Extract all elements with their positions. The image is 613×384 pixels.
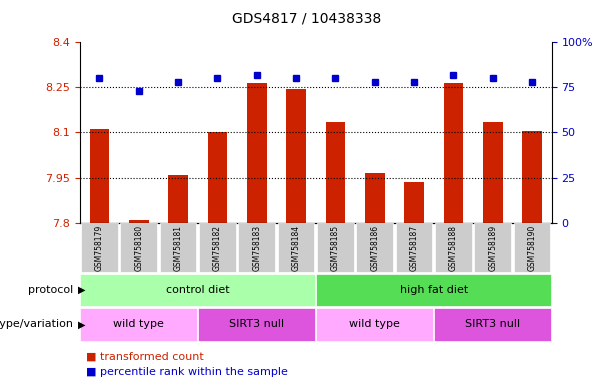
Text: wild type: wild type bbox=[349, 319, 400, 329]
Text: ▶: ▶ bbox=[78, 285, 85, 295]
Text: GSM758190: GSM758190 bbox=[528, 225, 536, 271]
Bar bbox=[89, 129, 109, 223]
Bar bbox=[483, 122, 503, 223]
Text: genotype/variation: genotype/variation bbox=[0, 319, 74, 329]
Text: protocol: protocol bbox=[28, 285, 74, 295]
Text: GSM758186: GSM758186 bbox=[370, 225, 379, 271]
Bar bbox=[326, 122, 345, 223]
Bar bbox=[168, 175, 188, 223]
Text: control diet: control diet bbox=[166, 285, 229, 295]
Bar bbox=[208, 132, 227, 223]
Text: wild type: wild type bbox=[113, 319, 164, 329]
Bar bbox=[247, 83, 267, 223]
Text: SIRT3 null: SIRT3 null bbox=[465, 319, 520, 329]
Text: GSM758183: GSM758183 bbox=[252, 225, 261, 271]
Text: ■ transformed count: ■ transformed count bbox=[86, 352, 204, 362]
Text: ■ percentile rank within the sample: ■ percentile rank within the sample bbox=[86, 367, 287, 377]
Text: GSM758188: GSM758188 bbox=[449, 225, 458, 271]
Bar bbox=[286, 89, 306, 223]
Text: SIRT3 null: SIRT3 null bbox=[229, 319, 284, 329]
Text: GSM758185: GSM758185 bbox=[331, 225, 340, 271]
Text: GSM758184: GSM758184 bbox=[292, 225, 300, 271]
Text: GSM758181: GSM758181 bbox=[173, 225, 183, 271]
Text: GDS4817 / 10438338: GDS4817 / 10438338 bbox=[232, 12, 381, 25]
Text: GSM758179: GSM758179 bbox=[95, 225, 104, 271]
Text: GSM758180: GSM758180 bbox=[134, 225, 143, 271]
Text: GSM758182: GSM758182 bbox=[213, 225, 222, 271]
Bar bbox=[444, 83, 463, 223]
Text: GSM758189: GSM758189 bbox=[488, 225, 497, 271]
Text: high fat diet: high fat diet bbox=[400, 285, 468, 295]
Text: GSM758187: GSM758187 bbox=[409, 225, 419, 271]
Bar bbox=[404, 182, 424, 223]
Bar bbox=[365, 173, 384, 223]
Text: ▶: ▶ bbox=[78, 319, 85, 329]
Bar bbox=[522, 131, 542, 223]
Bar bbox=[129, 220, 148, 223]
